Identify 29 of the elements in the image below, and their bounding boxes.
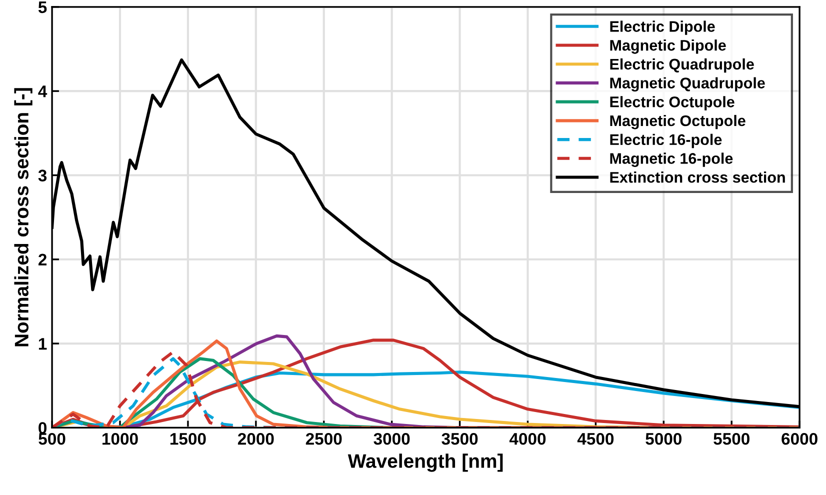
- x-tick-label: 4000: [509, 432, 546, 445]
- x-tick-label: 3000: [374, 432, 410, 445]
- y-tick-label: 3: [38, 170, 47, 182]
- x-tick-label: 3500: [442, 432, 478, 445]
- x-axis-title: Wavelength [nm]: [348, 454, 503, 472]
- x-tick-label: 4500: [577, 432, 614, 445]
- legend-label: Extinction cross section: [610, 172, 785, 183]
- x-tick-label: 1000: [102, 432, 138, 445]
- y-tick-label: 1: [38, 338, 47, 350]
- x-tick-label: 5000: [646, 432, 682, 445]
- x-tick-label: 500: [38, 432, 66, 445]
- legend-label: Electric 16-pole: [610, 134, 722, 148]
- legend-label: Electric Octupole: [610, 96, 734, 110]
- x-tick-label: 2000: [238, 432, 274, 445]
- legend-label: Electric Quadrupole: [610, 58, 754, 73]
- x-tick-label: 1500: [170, 432, 206, 445]
- y-tick-label: 5: [38, 2, 47, 14]
- legend-label: Magnetic Quadrupole: [610, 77, 765, 92]
- x-tick-label: 5500: [714, 432, 750, 445]
- x-tick-label: 6000: [782, 432, 818, 445]
- legend-label: Magnetic Dipole: [610, 40, 726, 54]
- legend-label: Magnetic Octupole: [610, 114, 746, 130]
- y-tick-label: 4: [38, 86, 48, 98]
- x-tick-label: 2500: [306, 432, 342, 445]
- y-tick-label: 2: [38, 254, 47, 266]
- y-axis-title: Normalized cross section [-]: [14, 88, 32, 346]
- legend-label: Magnetic 16-pole: [610, 152, 733, 167]
- legend-label: Electric Dipole: [610, 20, 715, 35]
- y-tick-label: 0: [38, 422, 46, 434]
